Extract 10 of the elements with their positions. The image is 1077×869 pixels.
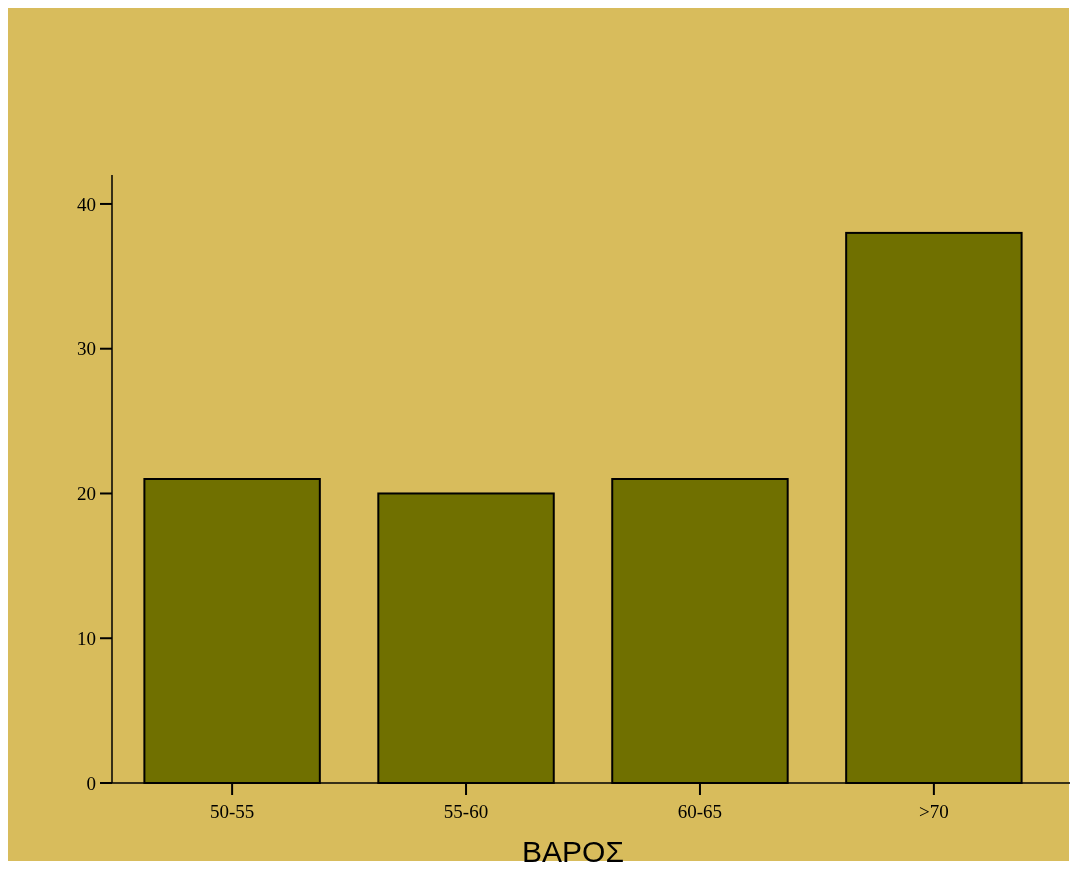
y-tick-label: 40: [77, 193, 96, 215]
y-tick-label: 10: [77, 627, 96, 649]
y-tick-label: 20: [77, 483, 96, 505]
y-tick-label: 30: [77, 338, 96, 360]
y-tick-label: 0: [86, 772, 96, 794]
x-tick-label: >70: [919, 801, 949, 822]
x-tick-label: 55-60: [443, 801, 489, 822]
x-tick-label: 60-65: [677, 801, 723, 822]
x-axis-title: ΒΑΡΟΣ: [522, 835, 624, 868]
x-tick-label: 50-55: [209, 801, 255, 822]
